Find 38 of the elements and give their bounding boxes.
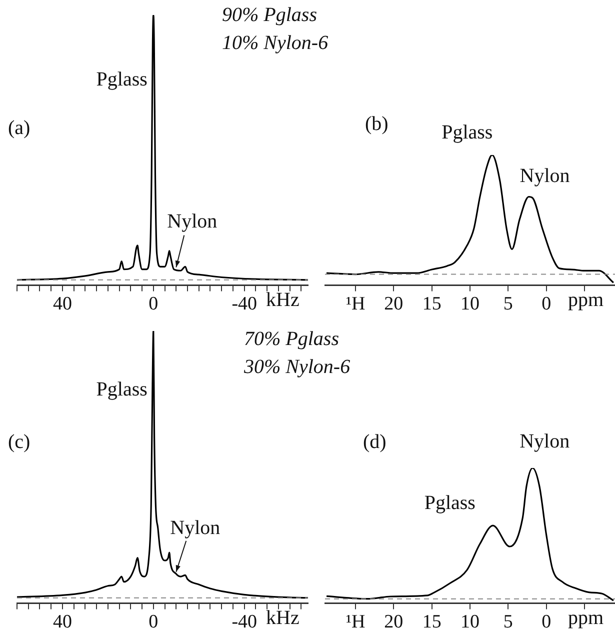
annotation: 90% Pglass — [222, 3, 317, 27]
annotation: Nylon — [520, 165, 570, 188]
annotation: Pglass — [442, 121, 493, 144]
annotation: (c) — [8, 430, 30, 454]
x-tick-label: 10 — [460, 612, 480, 633]
annotation: Pglass — [96, 68, 148, 90]
annotation: Pglass — [424, 492, 476, 514]
x-tick-label: -40 — [232, 612, 258, 633]
annotation: 70% Pglass — [244, 327, 339, 351]
x-tick-label: -40 — [232, 294, 258, 315]
x-tick-label: 0 — [148, 612, 158, 633]
annotation: Nylon — [520, 430, 570, 452]
x-axis-title: kHz — [266, 288, 300, 312]
x-tick-label: 5 — [503, 612, 513, 633]
x-tick-label: 0 — [148, 294, 158, 315]
x-tick-label: 40 — [52, 294, 72, 315]
x-tick-label: ¹H — [346, 294, 366, 315]
x-tick-label: 15 — [422, 294, 442, 315]
x-tick-label: 10 — [460, 294, 480, 315]
annotation: 30% Nylon-6 — [244, 355, 350, 379]
x-tick-label: 0 — [542, 294, 552, 315]
x-tick-label: 20 — [384, 612, 404, 633]
x-tick-label: 40 — [52, 612, 72, 633]
x-tick-label: 5 — [503, 294, 513, 315]
x-axis-title: ppm — [568, 606, 604, 630]
x-axis-title: ppm — [568, 288, 604, 312]
annotation: 10% Nylon-6 — [222, 31, 328, 55]
x-tick-label: ¹H — [346, 612, 366, 633]
text: (d) — [363, 430, 386, 454]
annotation: Pglass — [96, 378, 148, 400]
x-tick-label: 20 — [384, 294, 404, 315]
x-tick-label: 0 — [542, 612, 552, 633]
annotation: Nylon — [170, 517, 220, 540]
x-tick-label: 15 — [422, 612, 442, 633]
text: (b) — [365, 112, 388, 136]
x-axis-title: kHz — [266, 606, 300, 630]
annotation: Nylon — [167, 210, 218, 233]
annotation: (a) — [8, 116, 30, 140]
